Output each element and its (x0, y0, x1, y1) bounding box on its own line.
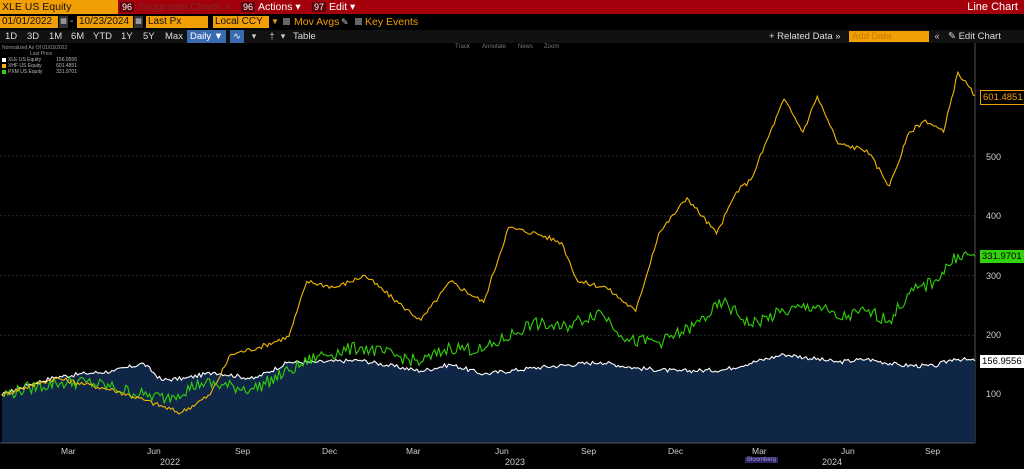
range-1d[interactable]: 1D (5, 31, 18, 42)
series-area-fill (1, 353, 975, 443)
frequency-select[interactable]: Daily ▼ (187, 30, 227, 43)
x-month-label: Sep (581, 446, 597, 456)
range-5y[interactable]: 5Y (143, 31, 155, 42)
legend-value: 601.4851 (56, 63, 77, 69)
y-tick-label: 300 (986, 271, 1002, 281)
x-month-label: Sep (925, 446, 941, 456)
tab-number: 96 (241, 2, 256, 12)
related-data-button[interactable]: + Related Data » (769, 31, 841, 42)
legend-swatch (2, 63, 6, 68)
price-chart[interactable] (0, 43, 1024, 469)
x-month-label: Mar (752, 446, 767, 456)
bloomberg-watermark: Bloomberg (745, 457, 779, 463)
x-month-label: Mar (406, 446, 421, 456)
start-date-field[interactable]: 01/01/2022 (0, 16, 58, 28)
chart-series (1, 70, 976, 443)
legend-value: 156.9556 (56, 57, 77, 63)
legend-label: XLE US Equity (8, 57, 42, 63)
page-title: Line Chart (967, 1, 1018, 13)
actions-menu[interactable]: 96 Actions ▾ (241, 0, 301, 14)
edit-chart-button[interactable]: ✎ Edit Chart (948, 31, 1001, 42)
legend-item[interactable]: PXM US Equity 331.9701 (2, 69, 77, 75)
chevron-down-icon[interactable]: ▾ (280, 31, 286, 41)
x-month-label: Dec (322, 446, 338, 456)
legend-label: PXM US Equity (8, 69, 43, 75)
range-6m[interactable]: 6M (71, 31, 85, 42)
y-tick-label: 500 (986, 152, 1002, 162)
legend-item[interactable]: XHF US Equity 601.4851 (2, 63, 77, 69)
annotate-tool[interactable]: Annotate (482, 44, 507, 50)
calendar-icon[interactable]: ▦ (134, 16, 143, 28)
y-tick-label: 400 (986, 211, 1002, 221)
legend-subheader: Last Price (30, 51, 53, 57)
legend-label: XHF US Equity (8, 63, 42, 69)
line-chart-icon[interactable]: ∿ (230, 30, 244, 43)
table-button[interactable]: Table (293, 31, 316, 42)
key-events-checkbox[interactable] (355, 18, 362, 25)
x-month-label: Mar (61, 446, 76, 456)
legend-swatch (2, 57, 6, 62)
tab-number: 97 (312, 2, 327, 12)
last-value-tag: 156.9556 (980, 355, 1024, 368)
chevron-down-icon[interactable]: ▾ (251, 31, 257, 41)
zoom-tool[interactable]: Zoom (544, 44, 560, 50)
legend-value: 331.9701 (56, 69, 77, 75)
tab-number: 96 (120, 2, 135, 12)
x-month-label: Jun (495, 446, 509, 456)
last-value-tag: 601.4851 (980, 90, 1024, 105)
crosshair-icon[interactable]: † (269, 31, 275, 41)
range-bar: 1D 3D 1M 6M YTD 1Y 5Y Max Daily ▼ ∿ ▾ † … (0, 30, 1024, 43)
suggested-charts-menu[interactable]: 96 Suggested Charts » (120, 0, 230, 14)
chevron-down-icon[interactable]: ▼ (271, 17, 279, 26)
track-tool[interactable]: Track (455, 44, 470, 50)
news-tool[interactable]: News (518, 44, 534, 50)
add-data-input[interactable]: Add Data (849, 31, 929, 42)
tab-label: Actions ▾ (258, 1, 301, 13)
x-month-label: Jun (147, 446, 161, 456)
y-tick-label: 100 (986, 389, 1002, 399)
range-3d[interactable]: 3D (27, 31, 40, 42)
currency-select[interactable]: Local CCY (213, 16, 269, 28)
x-year-label: 2023 (505, 457, 526, 467)
pencil-icon[interactable]: ✎ (341, 17, 349, 27)
mov-avgs-checkbox[interactable] (283, 18, 290, 25)
x-year-label: 2022 (160, 457, 181, 467)
collapse-icon[interactable]: « (934, 31, 940, 41)
range-1y[interactable]: 1Y (121, 31, 133, 42)
x-year-label: 2024 (822, 457, 843, 467)
range-ytd[interactable]: YTD (93, 31, 112, 42)
x-month-label: Sep (235, 446, 251, 456)
controls-bar: 01/01/2022 ▦ - 10/23/2024 ▦ Last Px Loca… (0, 15, 1024, 29)
security-field[interactable]: XLE US Equity (0, 0, 118, 14)
range-max[interactable]: Max (165, 31, 183, 42)
series-line-xle (1, 352, 976, 396)
series-line-pxm (1, 250, 976, 405)
legend-swatch (2, 69, 6, 74)
x-month-label: Jun (841, 446, 855, 456)
legend-item[interactable]: XLE US Equity 156.9556 (2, 57, 77, 63)
range-1m[interactable]: 1M (49, 31, 63, 42)
mov-avgs-label[interactable]: Mov Avgs (294, 16, 340, 28)
price-field-select[interactable]: Last Px (146, 16, 208, 28)
tab-label: Suggested Charts » (137, 1, 230, 13)
series-line-xhf (1, 70, 976, 415)
edit-menu[interactable]: 97 Edit ▾ (312, 0, 355, 14)
legend-header: Normalized As Of 01/03/2022 (2, 45, 68, 51)
last-value-tag: 331.9701 (980, 250, 1024, 263)
top-toolbar: XLE US Equity 96 Suggested Charts » 96 Act… (0, 0, 1024, 14)
calendar-icon[interactable]: ▦ (59, 16, 68, 28)
tab-label: Edit ▾ (329, 1, 356, 13)
chart-legend: Normalized As Of 01/03/2022 Last Price X… (2, 45, 77, 75)
end-date-field[interactable]: 10/23/2024 (77, 16, 133, 28)
date-separator: - (70, 16, 74, 27)
key-events-label[interactable]: Key Events (365, 16, 419, 28)
y-tick-label: 200 (986, 330, 1002, 340)
x-month-label: Dec (668, 446, 684, 456)
